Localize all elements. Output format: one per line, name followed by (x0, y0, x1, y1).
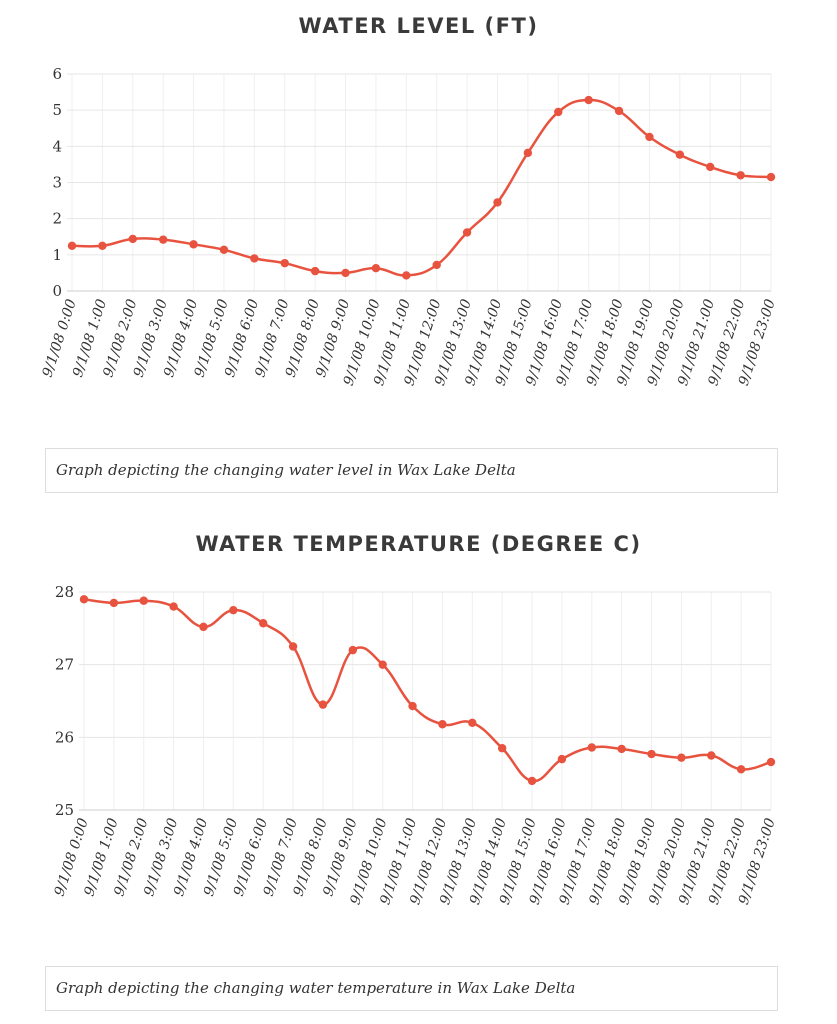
chart0-ytick-5: 5 (52, 101, 62, 119)
chart0-point-20[interactable] (675, 150, 685, 159)
chart0-point-9[interactable] (341, 268, 350, 278)
chart0-point-4[interactable] (189, 240, 198, 249)
chart0-point-17[interactable] (584, 95, 593, 105)
chart0-point-11[interactable] (402, 271, 411, 280)
chart1-point-5[interactable] (229, 605, 238, 615)
chart1-point-9[interactable] (348, 645, 358, 655)
chart0-ytick-2: 2 (52, 210, 62, 228)
chart0-ytick-4: 4 (52, 137, 62, 155)
chart0-point-1[interactable] (98, 241, 107, 250)
caption-water-level: Graph depicting the changing water level… (45, 448, 778, 493)
chart1-point-6[interactable] (259, 619, 268, 628)
chart1-point-17[interactable] (587, 743, 596, 752)
chart0-point-7[interactable] (280, 258, 289, 268)
chart0-point-16[interactable] (554, 107, 563, 117)
chart1-ytick-3: 28 (55, 583, 74, 601)
chart1-point-10[interactable] (378, 660, 387, 669)
chart1-point-12[interactable] (438, 720, 447, 729)
chart0-point-5[interactable] (219, 245, 229, 254)
chart1-ytick-1: 26 (55, 728, 74, 746)
chart0-point-12[interactable] (432, 260, 441, 270)
chart1-point-18[interactable] (617, 744, 626, 754)
chart1-point-19[interactable] (647, 749, 656, 759)
chart0-series-line (71, 98, 772, 277)
chart0-ytick-1: 1 (52, 246, 62, 264)
chart1-point-0[interactable] (79, 595, 89, 604)
chart1-point-23[interactable] (766, 757, 776, 767)
chart0-point-13[interactable] (462, 228, 472, 237)
chart0-ytick-6: 6 (52, 65, 62, 83)
chart1-ytick-2: 27 (55, 656, 74, 674)
chart0-point-23[interactable] (766, 172, 776, 182)
chart1-point-3[interactable] (169, 602, 178, 611)
chart-title-water-temperature: WATER TEMPERATURE (DEGREE C) (195, 532, 642, 556)
chart1-ytick-0: 25 (55, 801, 74, 819)
chart0-point-3[interactable] (158, 235, 168, 244)
chart1-point-15[interactable] (527, 776, 537, 786)
chart1-point-4[interactable] (199, 622, 208, 632)
chart0-point-0[interactable] (67, 241, 77, 250)
chart1-point-2[interactable] (139, 596, 148, 605)
chart0-point-14[interactable] (493, 198, 502, 207)
chart0-point-19[interactable] (645, 132, 654, 142)
chart0-point-8[interactable] (310, 266, 320, 276)
chart1-point-13[interactable] (468, 718, 477, 727)
chart0-point-18[interactable] (614, 106, 624, 116)
chart1-series-line (83, 598, 772, 783)
chart0-point-22[interactable] (736, 171, 745, 180)
chart1-point-7[interactable] (288, 642, 298, 651)
chart1-point-1[interactable] (109, 598, 119, 608)
caption-water-temperature: Graph depicting the changing water tempe… (45, 966, 778, 1011)
chart0-point-10[interactable] (371, 264, 381, 273)
chart0-ytick-3: 3 (52, 174, 62, 192)
chart1-point-8[interactable] (318, 700, 328, 709)
chart1-point-22[interactable] (736, 765, 746, 774)
chart0-point-2[interactable] (128, 234, 137, 244)
chart1-point-21[interactable] (707, 751, 716, 760)
chart0-point-15[interactable] (523, 148, 533, 158)
chart0-point-21[interactable] (706, 162, 715, 172)
chart-title-water-level: WATER LEVEL (FT) (298, 14, 539, 38)
chart1-point-11[interactable] (408, 701, 417, 711)
chart0-ytick-0: 0 (52, 282, 62, 300)
chart1-point-16[interactable] (557, 754, 567, 764)
chart1-point-14[interactable] (497, 744, 507, 753)
chart0-point-6[interactable] (250, 254, 259, 263)
chart1-point-20[interactable] (677, 753, 686, 762)
